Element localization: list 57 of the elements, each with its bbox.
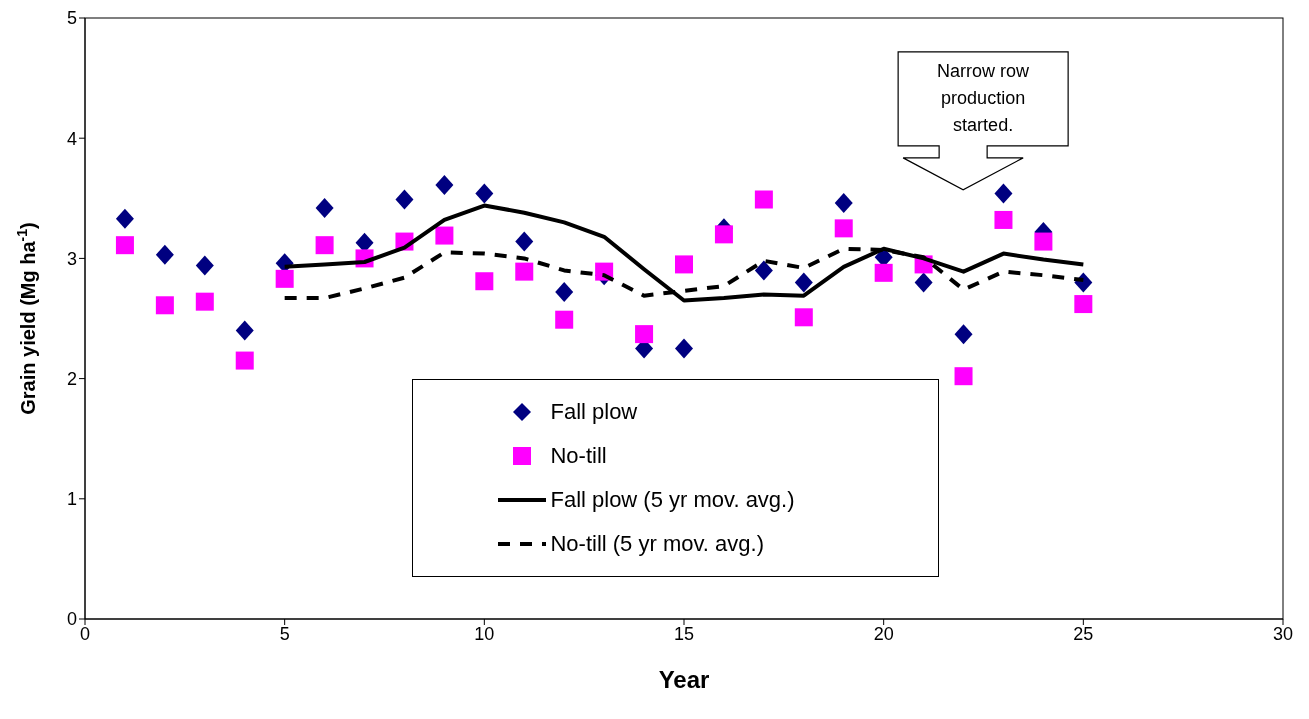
point	[794, 272, 813, 293]
point	[754, 260, 773, 281]
point	[235, 320, 254, 341]
y-tick-label: 0	[66, 609, 77, 630]
point	[235, 351, 254, 370]
point	[635, 325, 654, 344]
point	[475, 183, 494, 204]
point	[555, 310, 574, 329]
legend-label: No-till	[550, 442, 607, 469]
point	[515, 231, 534, 252]
x-tick-label: 25	[1073, 623, 1094, 644]
x-axis-title: Year	[658, 666, 710, 693]
point	[475, 272, 494, 291]
point	[714, 225, 733, 244]
point	[115, 208, 134, 229]
point	[914, 272, 933, 293]
point	[315, 236, 334, 255]
point	[195, 255, 214, 276]
x-tick-label: 5	[279, 623, 290, 644]
point	[155, 244, 174, 265]
point	[315, 197, 334, 218]
point	[395, 189, 414, 210]
point	[994, 210, 1013, 229]
point	[515, 262, 534, 281]
point	[675, 338, 693, 359]
y-tick-label: 1	[66, 489, 77, 510]
point	[994, 183, 1013, 204]
annotation: Narrow row production started.	[936, 59, 1031, 137]
x-tick-label: 20	[873, 623, 894, 644]
point	[794, 308, 813, 327]
point	[754, 190, 773, 209]
x-tick-label: 15	[673, 623, 695, 644]
point	[555, 282, 574, 303]
legend-label: Fall plow	[550, 398, 638, 425]
point	[834, 193, 853, 214]
point	[954, 367, 973, 386]
point	[275, 269, 294, 288]
x-tick-label: 0	[79, 623, 91, 644]
point	[115, 236, 134, 255]
x-tick-label: 30	[1272, 623, 1294, 644]
y-tick-label: 5	[66, 8, 77, 29]
x-tick-label: 10	[474, 623, 495, 644]
y-tick-label: 4	[66, 128, 77, 149]
point	[155, 296, 174, 315]
point	[675, 255, 693, 274]
y-tick-label: 2	[66, 368, 77, 389]
point	[1034, 232, 1053, 251]
point	[435, 175, 454, 196]
point	[874, 263, 893, 282]
point	[435, 226, 454, 245]
point	[1074, 295, 1093, 314]
y-tick-label: 3	[66, 248, 77, 269]
point	[954, 324, 973, 345]
legend-label: Fall plow (5 yr mov. avg.)	[550, 486, 795, 513]
legend-label: No-till (5 yr mov. avg.)	[550, 530, 764, 557]
point	[195, 292, 214, 311]
point	[834, 219, 853, 238]
